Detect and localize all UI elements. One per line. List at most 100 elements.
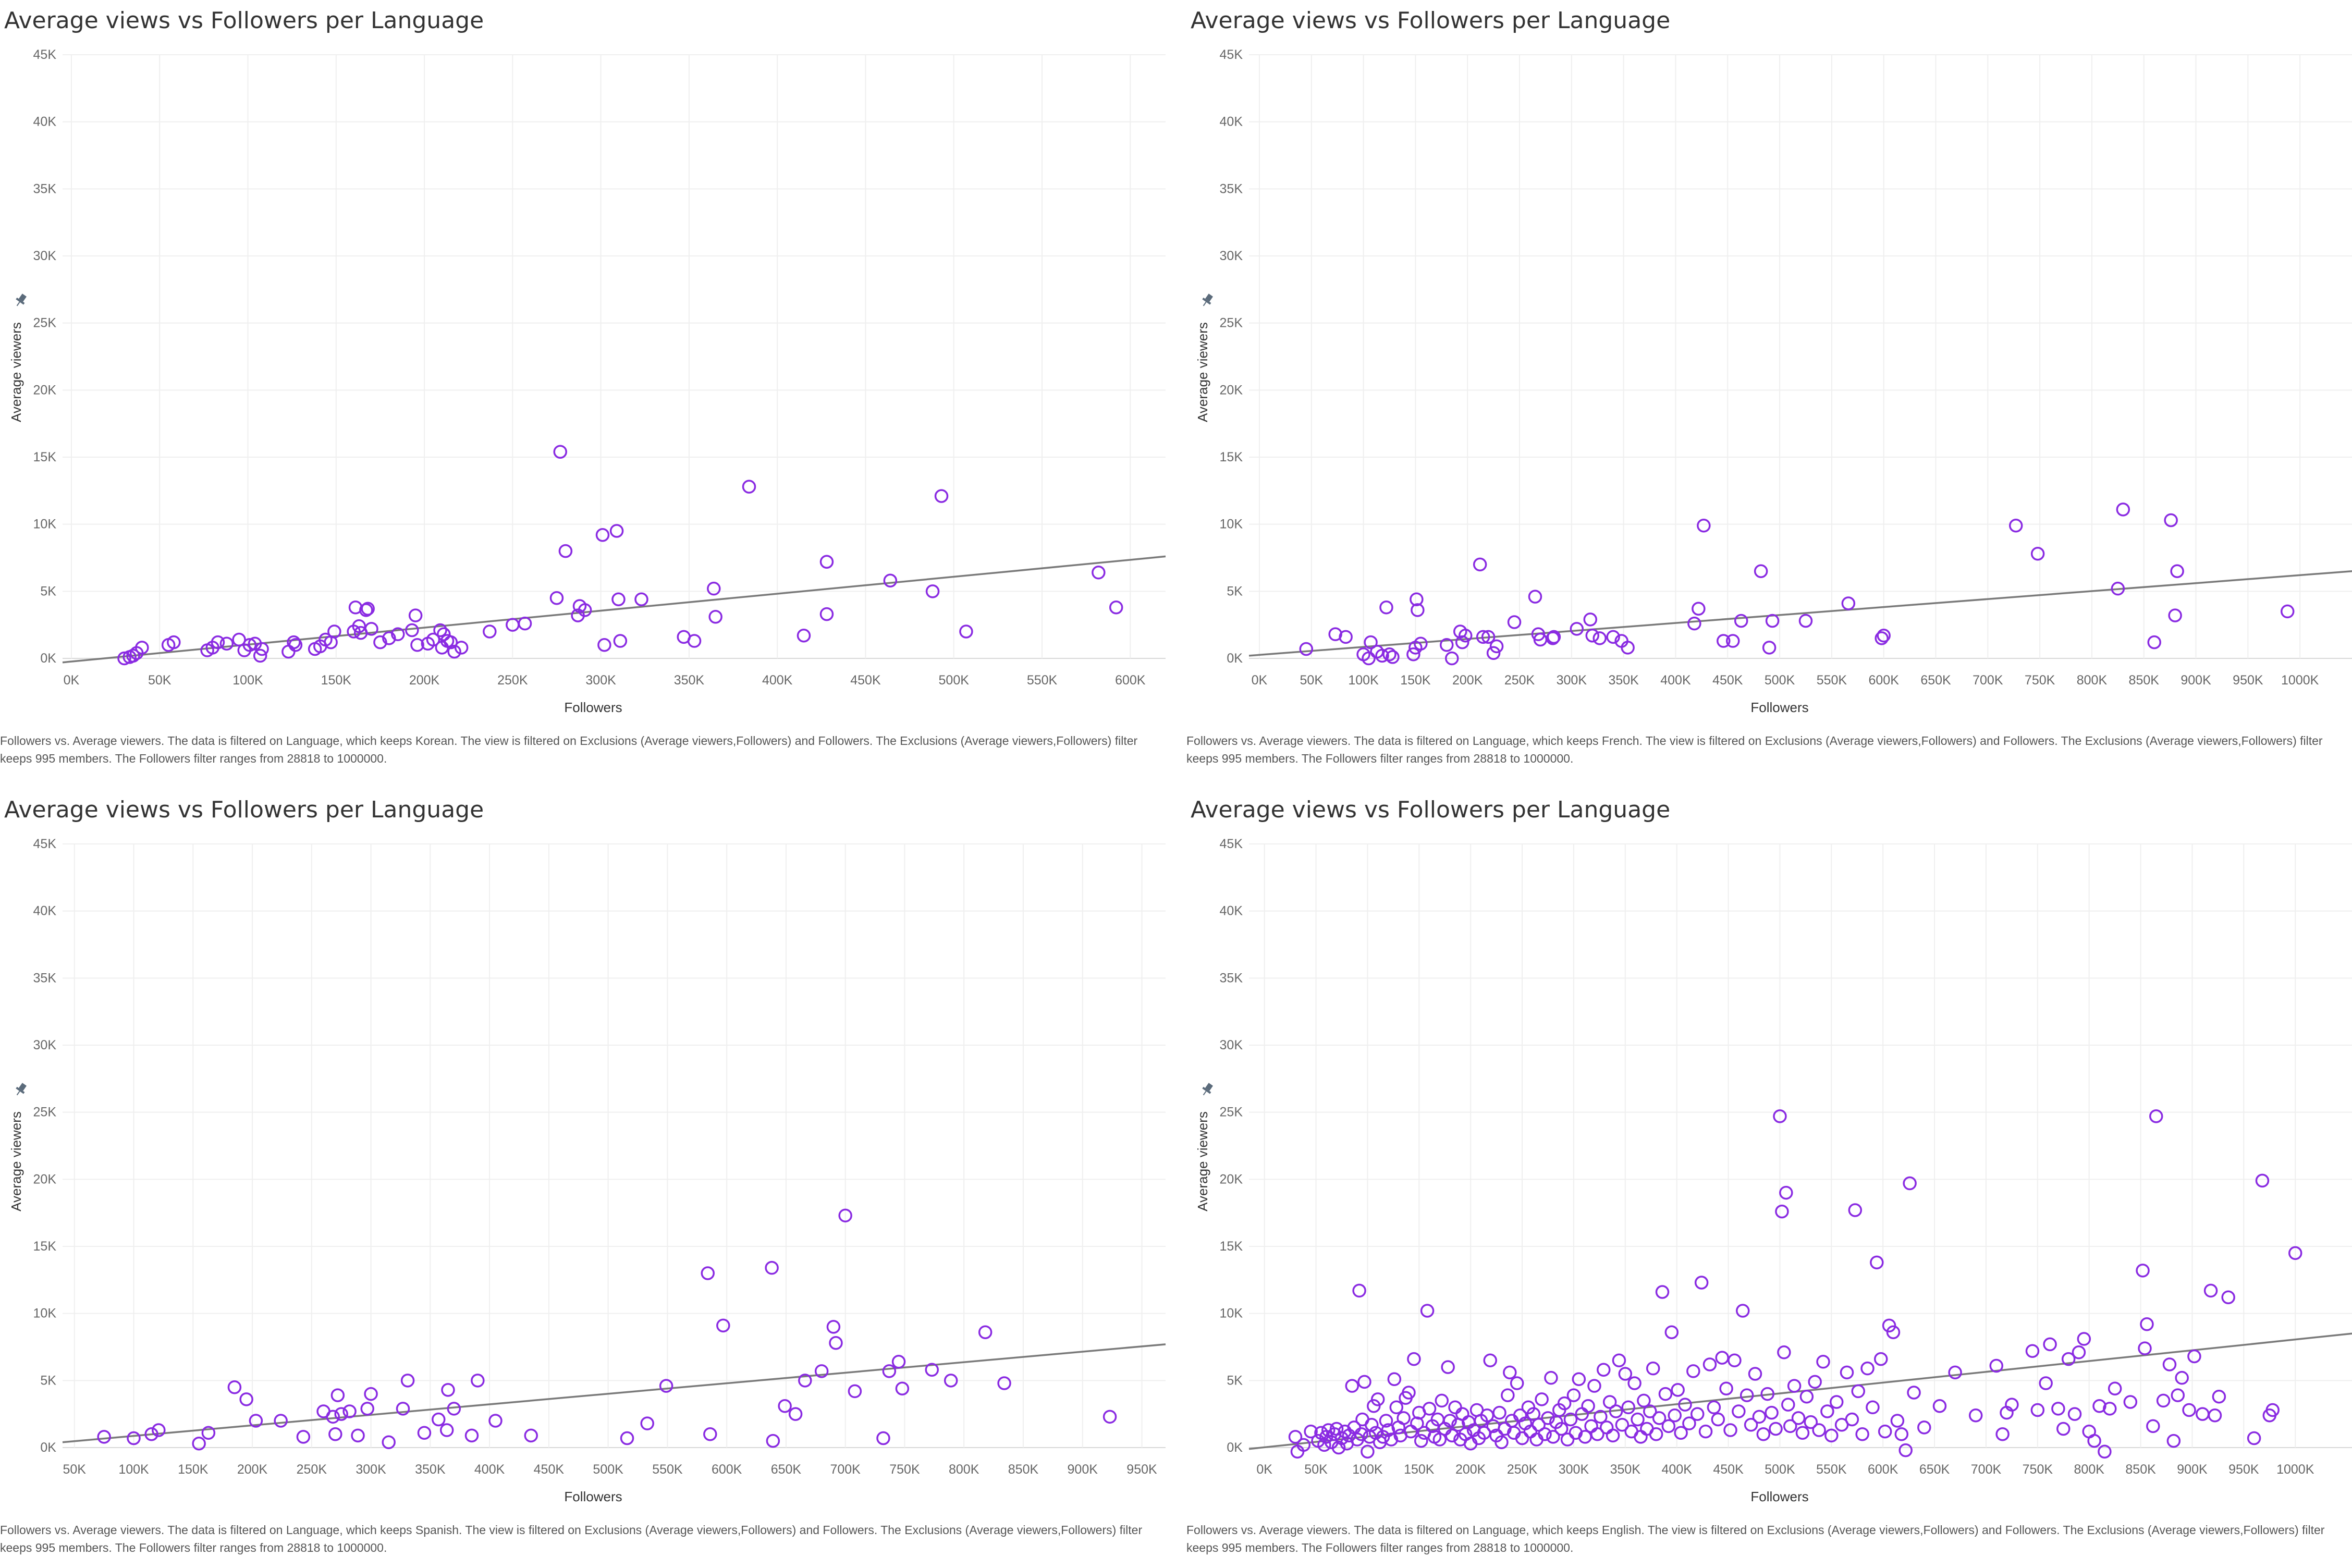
data-point[interactable] (1674, 1426, 1688, 1440)
data-point[interactable] (2116, 503, 2130, 517)
data-point[interactable] (287, 635, 301, 650)
data-point[interactable] (1874, 1352, 1888, 1366)
data-point[interactable] (1407, 1352, 1421, 1366)
data-point[interactable] (1917, 1420, 1931, 1435)
data-point[interactable] (925, 584, 940, 598)
data-point[interactable] (382, 631, 396, 645)
data-point[interactable] (766, 1434, 780, 1448)
data-point[interactable] (1694, 1276, 1709, 1290)
data-point[interactable] (2196, 1407, 2210, 1421)
data-point[interactable] (405, 623, 419, 638)
data-point[interactable] (1765, 1405, 1779, 1420)
data-point[interactable] (328, 1427, 342, 1441)
pin-icon[interactable] (13, 1082, 28, 1098)
data-point[interactable] (2061, 1352, 2076, 1366)
data-point[interactable] (1585, 629, 1600, 643)
data-point[interactable] (426, 632, 440, 647)
data-point[interactable] (471, 1374, 485, 1388)
data-point[interactable] (1288, 1430, 1303, 1444)
data-point[interactable] (1510, 1376, 1524, 1390)
data-point[interactable] (1364, 635, 1378, 650)
data-point[interactable] (1455, 635, 1469, 650)
scatter-chart-korean[interactable]: 0K 5K 10K 15K 20K 25K 30K 35K 40K 45K 0K 50K 100K 150… (0, 0, 1176, 740)
data-point[interactable] (391, 627, 405, 641)
data-point[interactable] (1769, 1422, 1783, 1436)
data-point[interactable] (997, 1376, 1011, 1390)
data-point[interactable] (1820, 1404, 1834, 1418)
data-point[interactable] (2171, 1388, 2185, 1402)
data-point[interactable] (1445, 651, 1459, 666)
data-point[interactable] (1787, 1379, 1802, 1393)
data-point[interactable] (400, 1374, 415, 1388)
data-point[interactable] (464, 1428, 479, 1443)
data-point[interactable] (330, 1388, 345, 1402)
data-point[interactable] (716, 1318, 730, 1333)
data-point[interactable] (1299, 642, 1314, 656)
data-point[interactable] (1744, 1418, 1758, 1432)
data-point[interactable] (1526, 1407, 1541, 1421)
data-point[interactable] (97, 1430, 111, 1444)
data-point[interactable] (609, 524, 624, 538)
data-point[interactable] (2098, 1444, 2112, 1459)
data-point[interactable] (253, 648, 267, 663)
data-point[interactable] (2203, 1283, 2218, 1298)
data-point[interactable] (1317, 1438, 1331, 1452)
data-point[interactable] (959, 624, 973, 639)
data-point[interactable] (1339, 630, 1353, 644)
data-point[interactable] (432, 1412, 446, 1427)
data-point[interactable] (1375, 648, 1389, 663)
data-point[interactable] (1414, 636, 1428, 651)
data-point[interactable] (1890, 1414, 1905, 1428)
data-point[interactable] (1494, 1435, 1509, 1449)
data-point[interactable] (518, 616, 532, 631)
data-point[interactable] (382, 1435, 396, 1449)
data-point[interactable] (2138, 1341, 2152, 1355)
data-point[interactable] (2170, 564, 2184, 578)
data-point[interactable] (1756, 1427, 1771, 1441)
data-point[interactable] (1734, 614, 1748, 628)
data-point[interactable] (2140, 1317, 2154, 1331)
data-point[interactable] (1627, 1376, 1642, 1390)
data-point[interactable] (1851, 1384, 1865, 1399)
data-point[interactable] (1572, 1372, 1586, 1387)
data-point[interactable] (2147, 635, 2161, 650)
data-point[interactable] (634, 592, 648, 607)
data-point[interactable] (1492, 1405, 1506, 1420)
data-point[interactable] (2123, 1395, 2138, 1409)
data-point[interactable] (883, 573, 898, 587)
data-point[interactable] (2166, 1434, 2181, 1448)
data-point[interactable] (433, 623, 447, 638)
data-point[interactable] (1362, 651, 1376, 666)
data-point[interactable] (2255, 1173, 2270, 1188)
data-point[interactable] (1443, 1414, 1457, 1428)
data-point[interactable] (708, 609, 722, 624)
data-point[interactable] (1379, 1414, 1393, 1428)
data-point[interactable] (2162, 1357, 2177, 1371)
data-point[interactable] (1725, 634, 1740, 648)
data-point[interactable] (1702, 1357, 1717, 1371)
data-point[interactable] (2092, 1399, 2106, 1413)
data-point[interactable] (882, 1364, 897, 1378)
data-point[interactable] (1812, 1423, 1826, 1437)
data-point[interactable] (1481, 630, 1496, 644)
data-point[interactable] (2067, 1407, 2082, 1421)
data-point[interactable] (232, 632, 246, 647)
data-point[interactable] (2043, 1337, 2057, 1352)
data-point[interactable] (925, 1363, 939, 1377)
data-point[interactable] (1544, 1370, 1558, 1385)
data-point[interactable] (439, 1423, 454, 1437)
data-point[interactable] (1655, 1285, 1670, 1299)
data-point[interactable] (1783, 1419, 1797, 1434)
data-point[interactable] (1748, 1367, 1762, 1381)
data-point[interactable] (1367, 1399, 1381, 1413)
data-point[interactable] (2005, 1398, 2019, 1412)
data-point[interactable] (1538, 1427, 1552, 1441)
data-point[interactable] (703, 1427, 717, 1441)
data-point[interactable] (1422, 1402, 1437, 1416)
data-point[interactable] (296, 1430, 311, 1444)
data-point[interactable] (2087, 1434, 2101, 1448)
data-point[interactable] (373, 635, 387, 650)
data-point[interactable] (1606, 630, 1620, 644)
data-point[interactable] (2077, 1332, 2091, 1346)
data-point[interactable] (1345, 1379, 1359, 1393)
